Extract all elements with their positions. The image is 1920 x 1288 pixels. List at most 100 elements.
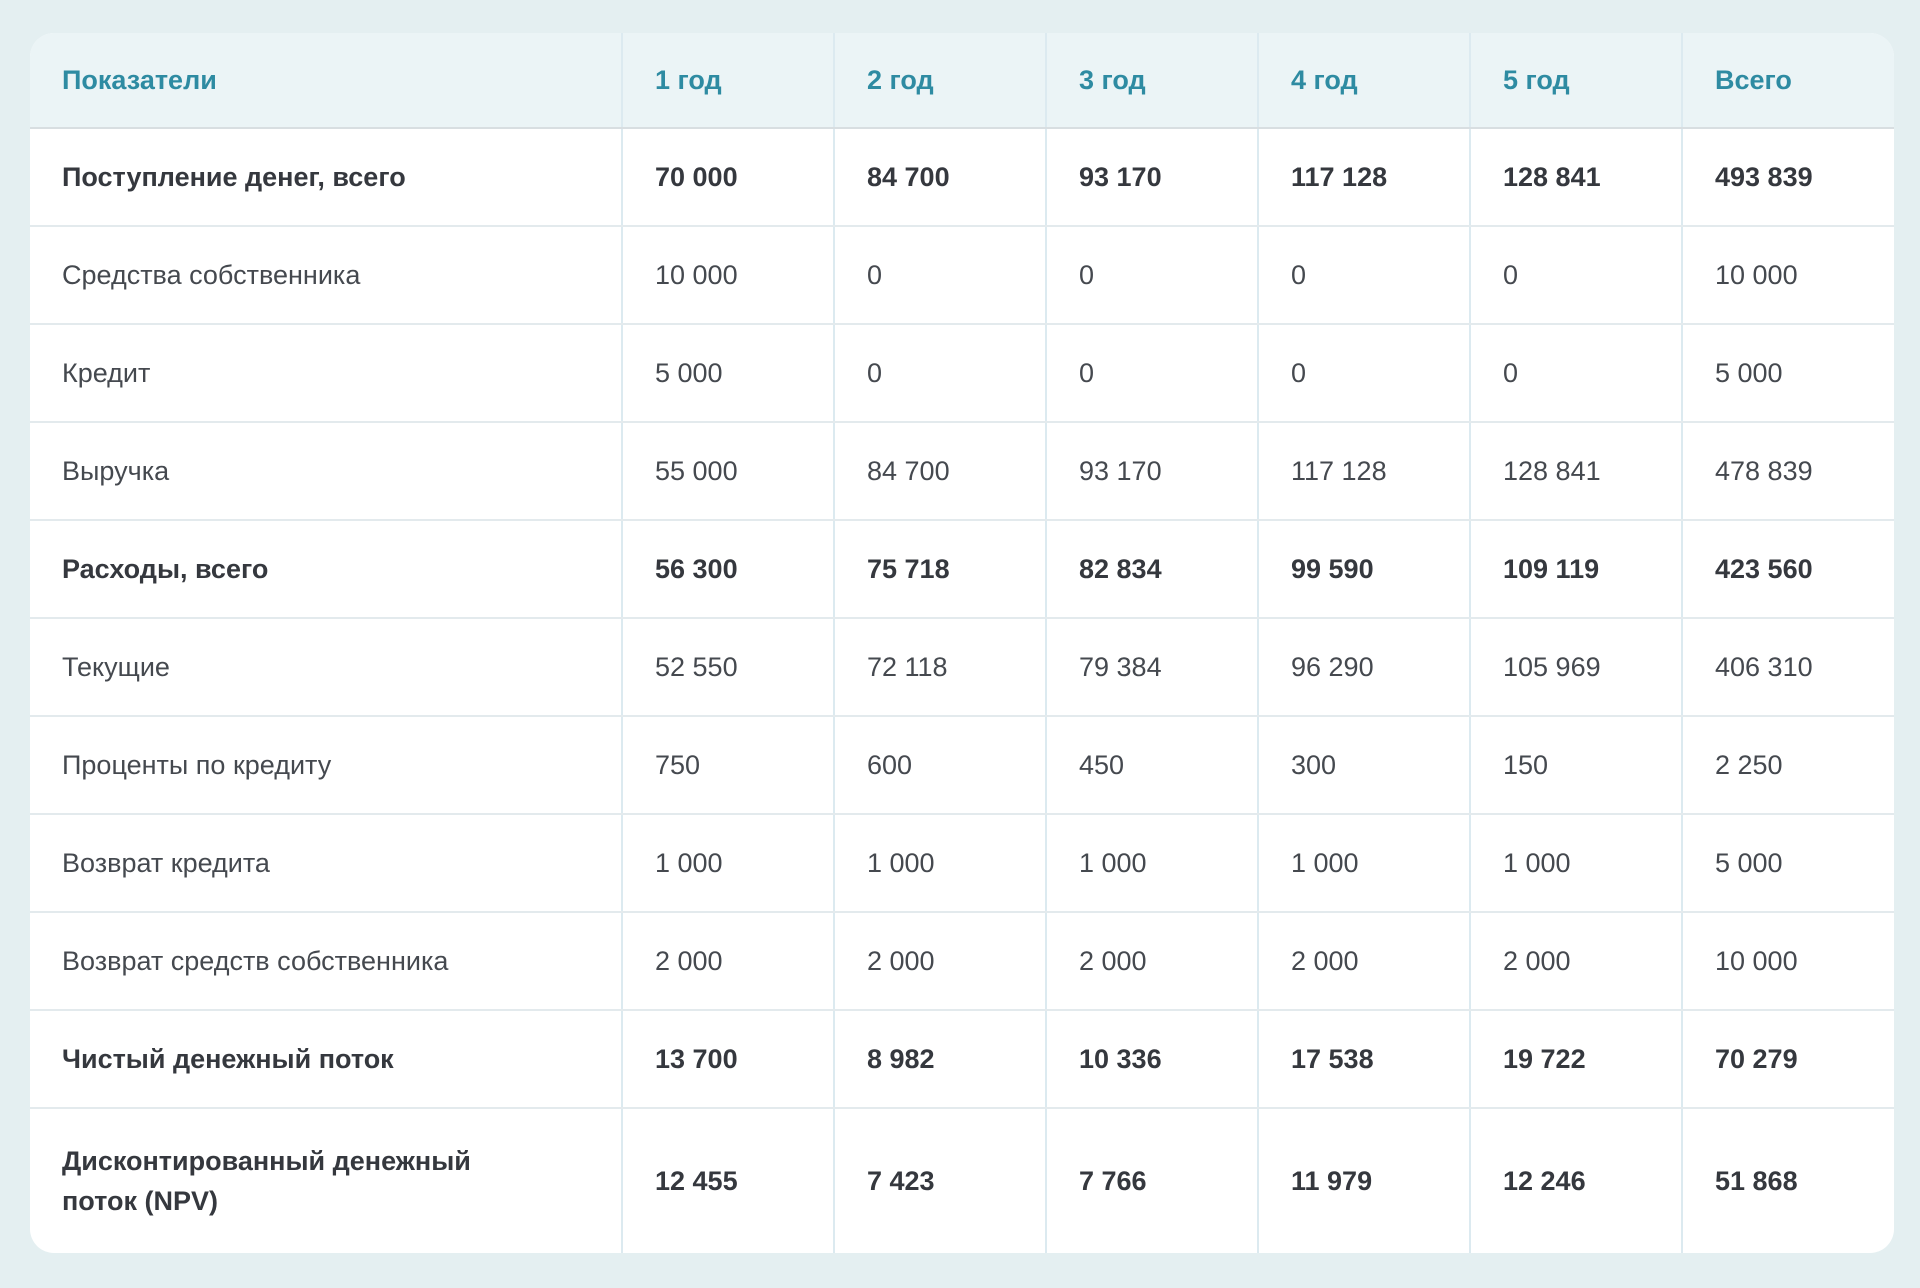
value-cell: 0 (1046, 324, 1259, 423)
value-cell: 52 550 (622, 618, 835, 717)
value-cell: 8 982 (834, 1010, 1047, 1109)
value-cell: 128 841 (1470, 422, 1683, 521)
value-cell: 1 000 (1258, 814, 1471, 913)
value-cell: 0 (1046, 226, 1259, 325)
value-cell: 2 000 (622, 912, 835, 1011)
table-body: Поступление денег, всего 70 000 84 700 93 1… (30, 128, 1894, 1253)
value-cell: 1 000 (1470, 814, 1683, 913)
value-cell: 84 700 (834, 422, 1047, 521)
row-label-text: Чистый денежный поток (62, 1043, 394, 1074)
row-label-cell: Чистый денежный поток (30, 1010, 623, 1109)
row-label-cell: Возврат средств собственника (30, 912, 623, 1011)
row-label-text: Возврат кредита (62, 847, 270, 878)
value-cell: 12 455 (622, 1108, 835, 1253)
table-row: Текущие 52 550 72 118 79 384 96 290 105 969 40… (30, 618, 1894, 717)
value-cell: 70 279 (1682, 1010, 1894, 1109)
value-cell: 1 000 (1046, 814, 1259, 913)
value-cell: 5 000 (1682, 324, 1894, 423)
column-header: 5 год (1470, 33, 1683, 129)
row-label-cell: Проценты по кредиту (30, 716, 623, 815)
value-cell: 105 969 (1470, 618, 1683, 717)
column-header: 3 год (1046, 33, 1259, 129)
value-cell: 109 119 (1470, 520, 1683, 619)
header-row: Показатели 1 год 2 год 3 год 4 год 5 год Всего (30, 33, 1894, 129)
table-row: Кредит 5 000 0 0 0 0 5 000 (30, 324, 1894, 423)
cash-flow-table-card: Показатели 1 год 2 год 3 год 4 год 5 год Всего… (30, 33, 1894, 1253)
row-label-cell: Расходы, всего (30, 520, 623, 619)
value-cell: 117 128 (1258, 128, 1471, 227)
value-cell: 5 000 (622, 324, 835, 423)
value-cell: 0 (1258, 226, 1471, 325)
value-cell: 2 000 (834, 912, 1047, 1011)
column-header: 1 год (622, 33, 835, 129)
cash-flow-table: Показатели 1 год 2 год 3 год 4 год 5 год Всего… (30, 33, 1894, 1253)
value-cell: 93 170 (1046, 422, 1259, 521)
value-cell: 0 (834, 324, 1047, 423)
value-cell: 2 000 (1470, 912, 1683, 1011)
row-label-cell: Текущие (30, 618, 623, 717)
value-cell: 478 839 (1682, 422, 1894, 521)
table-row: Чистый денежный поток 13 700 8 982 10 336 17… (30, 1010, 1894, 1109)
value-cell: 5 000 (1682, 814, 1894, 913)
value-cell: 10 000 (622, 226, 835, 325)
value-cell: 750 (622, 716, 835, 815)
row-label-text: Кредит (62, 357, 151, 388)
value-cell: 423 560 (1682, 520, 1894, 619)
value-cell: 99 590 (1258, 520, 1471, 619)
value-cell: 128 841 (1470, 128, 1683, 227)
column-header: 2 год (834, 33, 1047, 129)
column-header-indicators: Показатели (30, 33, 623, 129)
value-cell: 0 (1470, 226, 1683, 325)
value-cell: 72 118 (834, 618, 1047, 717)
value-cell: 13 700 (622, 1010, 835, 1109)
value-cell: 1 000 (834, 814, 1047, 913)
row-label-text: Средства собственника (62, 259, 361, 290)
row-label-cell: Средства собственника (30, 226, 623, 325)
table-row: Возврат кредита 1 000 1 000 1 000 1 000 1 000… (30, 814, 1894, 913)
value-cell: 1 000 (622, 814, 835, 913)
row-label-text: Возврат средств собственника (62, 945, 449, 976)
value-cell: 406 310 (1682, 618, 1894, 717)
row-label-text: Текущие (62, 651, 170, 682)
value-cell: 450 (1046, 716, 1259, 815)
table-row: Средства собственника 10 000 0 0 0 0 10 000 (30, 226, 1894, 325)
table-row: Поступление денег, всего 70 000 84 700 93 1… (30, 128, 1894, 227)
value-cell: 117 128 (1258, 422, 1471, 521)
table-row: Выручка 55 000 84 700 93 170 117 128 128 841 4… (30, 422, 1894, 521)
row-label-text: Проценты по кредиту (62, 749, 332, 780)
value-cell: 51 868 (1715, 1165, 1798, 1196)
value-cell: 2 250 (1682, 716, 1894, 815)
row-label-text: Расходы, всего (62, 553, 269, 584)
column-header: Всего (1682, 33, 1894, 129)
value-cell: 82 834 (1046, 520, 1259, 619)
value-cell: 2 000 (1046, 912, 1259, 1011)
value-cell: 70 000 (622, 128, 835, 227)
value-cell: 17 538 (1258, 1010, 1471, 1109)
row-label-text: Дисконтированный денежный поток (NPV) (62, 1145, 471, 1217)
value-cell: 0 (1470, 324, 1683, 423)
value-cell: 10 000 (1682, 912, 1894, 1011)
row-label-cell: Кредит (30, 324, 623, 423)
value-cell: 56 300 (622, 520, 835, 619)
row-label-text: Выручка (62, 455, 170, 486)
value-cell: 11 979 (1258, 1108, 1471, 1253)
value-cell: 12 246 (1470, 1108, 1683, 1253)
value-cell: 600 (834, 716, 1047, 815)
row-label-text: Поступление денег, всего (62, 161, 406, 192)
value-cell: 84 700 (834, 128, 1047, 227)
table-row: Проценты по кредиту 750 600 450 300 150 2 250 (30, 716, 1894, 815)
value-cell: 7 423 (834, 1108, 1047, 1253)
value-cell: 79 384 (1046, 618, 1259, 717)
value-cell: 10 336 (1046, 1010, 1259, 1109)
value-cell: 2 000 (1258, 912, 1471, 1011)
value-cell: 493 839 (1682, 128, 1894, 227)
value-cell: 7 766 (1046, 1108, 1259, 1253)
value-cell: 300 (1258, 716, 1471, 815)
value-cell: 75 718 (834, 520, 1047, 619)
row-label-cell: Возврат кредита (30, 814, 623, 913)
value-cell: 55 000 (622, 422, 835, 521)
value-cell: 0 (1258, 324, 1471, 423)
value-cell: 96 290 (1258, 618, 1471, 717)
value-cell: 150 (1470, 716, 1683, 815)
